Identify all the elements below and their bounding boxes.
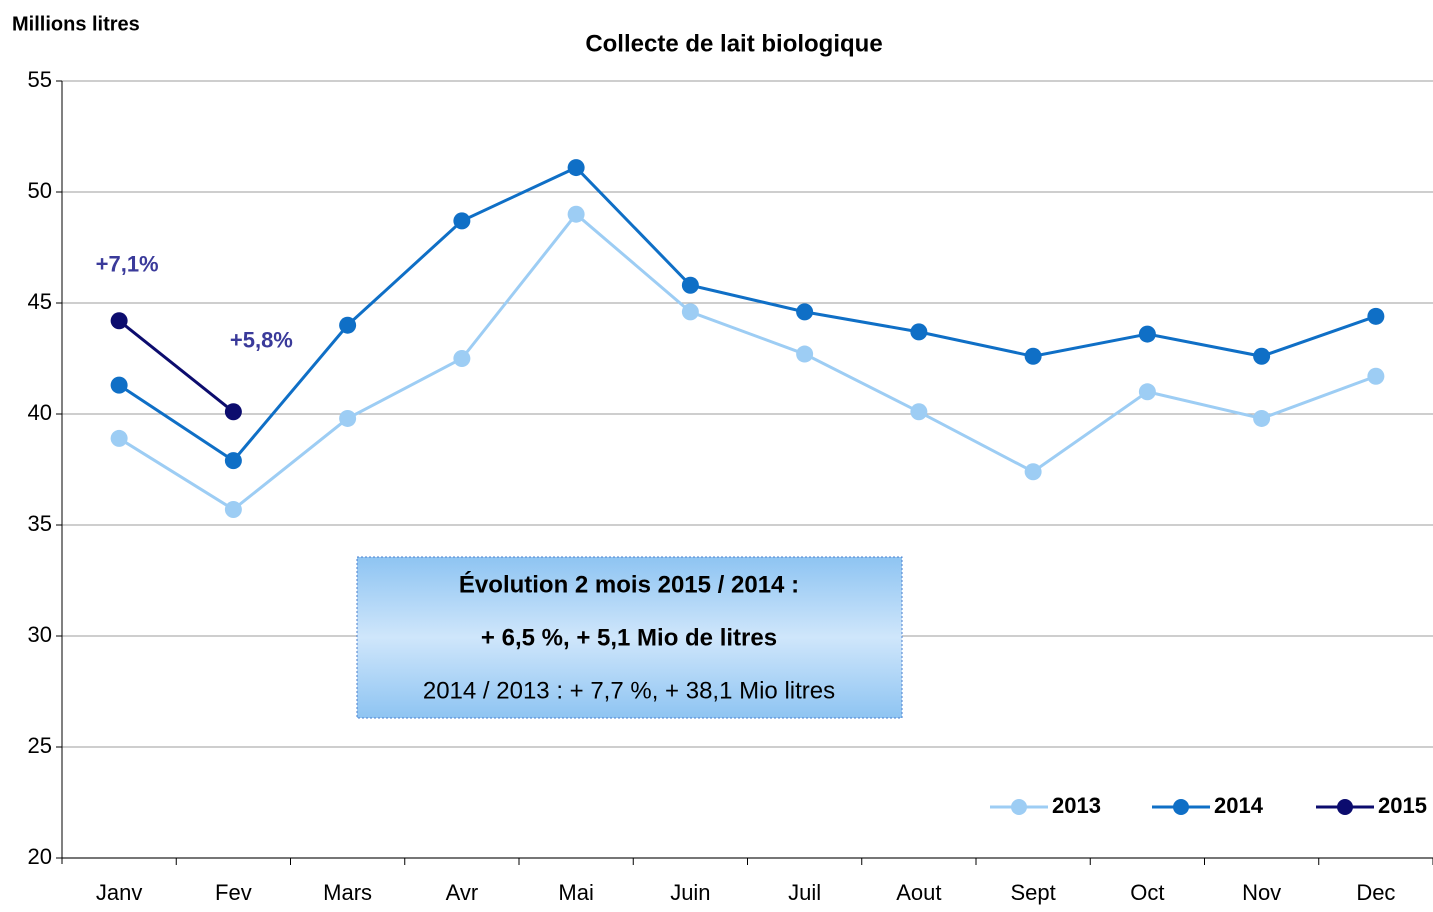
data-point: [681, 276, 699, 294]
legend-marker: [1337, 799, 1353, 815]
data-point: [224, 500, 242, 518]
x-tick-label: Janv: [96, 880, 142, 905]
data-point: [796, 345, 814, 363]
data-point: [1367, 307, 1385, 325]
y-tick-label: 55: [28, 67, 52, 92]
y-tick-label: 35: [28, 511, 52, 536]
data-point: [910, 403, 928, 421]
y-axis-label: Millions litres: [12, 13, 140, 35]
text-box-line: Évolution 2 mois 2015 / 2014 :: [459, 570, 799, 598]
data-point: [224, 403, 242, 421]
x-tick-label: Oct: [1130, 880, 1164, 905]
text-box-line: + 6,5 %, + 5,1 Mio de litres: [481, 624, 777, 651]
data-point: [1367, 367, 1385, 385]
y-tick-label: 30: [28, 622, 52, 647]
x-tick-label: Nov: [1242, 880, 1281, 905]
data-point: [796, 303, 814, 321]
data-point: [1138, 383, 1156, 401]
y-tick-label: 20: [28, 844, 52, 869]
y-tick-label: 40: [28, 400, 52, 425]
data-point: [910, 323, 928, 341]
legend-label: 2014: [1214, 793, 1264, 818]
x-tick-label: Aout: [896, 880, 941, 905]
text-box: [356, 556, 903, 719]
x-tick-label: Mars: [323, 880, 372, 905]
data-point: [339, 409, 357, 427]
chart-title: Collecte de lait biologique: [585, 30, 882, 57]
data-point: [110, 312, 128, 330]
data-point: [110, 376, 128, 394]
x-tick-label: Sept: [1010, 880, 1055, 905]
x-tick-label: Dec: [1356, 880, 1395, 905]
data-point: [1253, 409, 1271, 427]
data-point: [1024, 347, 1042, 365]
data-point: [567, 205, 585, 223]
series-line: [118, 319, 235, 413]
x-tick-label: Juil: [788, 880, 821, 905]
data-point: [567, 159, 585, 177]
legend-label: 2015: [1378, 793, 1427, 818]
x-tick-label: Mai: [558, 880, 593, 905]
data-point: [453, 212, 471, 230]
y-tick-label: 25: [28, 733, 52, 758]
x-tick-label: Fev: [215, 880, 252, 905]
annotation: +7,1%: [96, 252, 159, 277]
data-point: [339, 316, 357, 334]
legend-marker: [1011, 799, 1027, 815]
data-point: [1138, 325, 1156, 343]
data-point: [1253, 347, 1271, 365]
legend-marker: [1173, 799, 1189, 815]
series-line: [118, 212, 1377, 512]
data-point: [681, 303, 699, 321]
text-box-line: 2014 / 2013 : + 7,7 %, + 38,1 Mio litres: [423, 677, 835, 704]
y-tick-label: 50: [28, 178, 52, 203]
legend-label: 2013: [1052, 793, 1101, 818]
data-point: [1024, 463, 1042, 481]
annotation: +5,8%: [230, 328, 293, 353]
x-tick-label: Juin: [670, 880, 710, 905]
data-point: [110, 429, 128, 447]
x-tick-label: Avr: [446, 880, 479, 905]
y-tick-label: 45: [28, 289, 52, 314]
data-point: [453, 350, 471, 367]
data-point: [224, 452, 242, 470]
series-line: [118, 165, 1377, 463]
